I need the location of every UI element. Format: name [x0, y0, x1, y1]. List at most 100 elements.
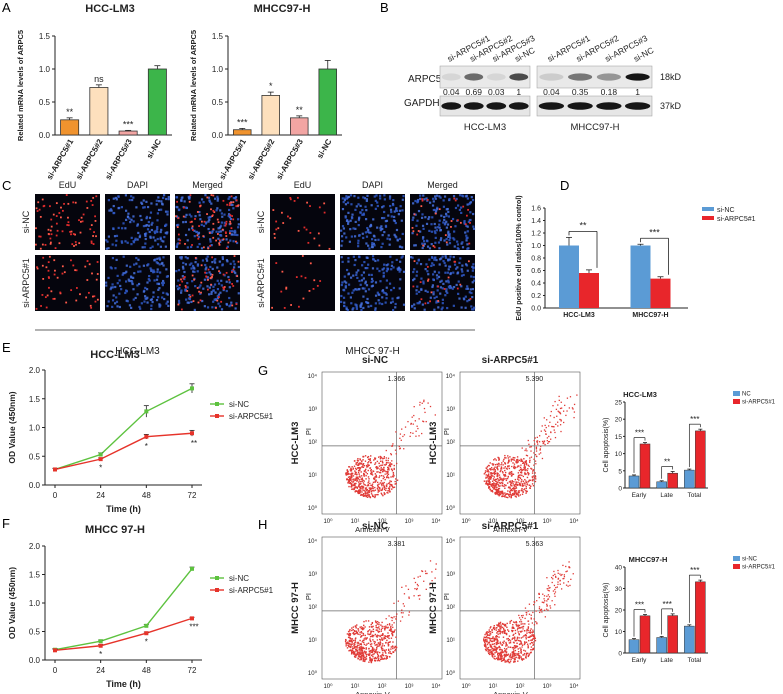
edu-nucleus-dot [361, 287, 364, 290]
edu-nucleus-dot [197, 231, 201, 234]
edu-positive-dot [207, 247, 210, 250]
edu-positive-dot [50, 290, 53, 293]
edu-nucleus-dot [182, 221, 185, 224]
flow-event-dot [373, 649, 375, 652]
flow-event-dot [385, 649, 387, 651]
flow-event-dot [369, 639, 371, 642]
edu-nucleus-dot [362, 212, 365, 215]
flow-event-dot [384, 627, 386, 630]
flow-event-dot [526, 628, 528, 631]
wb-quant-value: 0.69 [465, 87, 482, 97]
edu-nucleus-dot [345, 195, 348, 198]
flow-event-dot [526, 450, 528, 452]
edu-nucleus-dot [157, 288, 160, 291]
flow-y-tick-label: 10³ [446, 572, 455, 578]
flow-event-dot [500, 463, 502, 466]
edu-positive-dot [36, 210, 39, 212]
edu-nucleus-dot [435, 301, 438, 304]
flow-event-dot [490, 472, 492, 474]
flow-event-dot [522, 469, 525, 471]
chart-e-legend-label: si-NC [229, 400, 249, 409]
flow-event-dot [369, 643, 372, 646]
edu-nucleus-dot [166, 231, 169, 234]
edu-nucleus-dot [175, 270, 178, 273]
flow-event-dot [540, 452, 542, 454]
edu-nucleus-dot [219, 225, 222, 229]
edu-nucleus-dot [426, 240, 429, 243]
flow-event-dot [540, 608, 543, 611]
edu-nucleus-dot [436, 226, 440, 229]
flow-event-dot [513, 492, 516, 494]
edu-nucleus-dot [212, 285, 215, 288]
flow-event-dot [364, 469, 366, 472]
flow-event-dot [345, 642, 348, 644]
flow-event-dot [356, 644, 359, 646]
edu-nucleus-dot [415, 224, 418, 227]
flow-event-dot [518, 617, 521, 619]
flow-event-dot [559, 413, 562, 415]
flow-event-dot [513, 467, 515, 469]
edu-nucleus-dot [188, 294, 191, 297]
panel-f: MHCC 97-HOD Value (450nm)Time (h)0.00.51… [7, 524, 274, 689]
flow-event-dot [520, 460, 522, 462]
flow-event-dot [516, 458, 518, 461]
edu-positive-dot [218, 243, 221, 246]
edu-nucleus-dot [374, 294, 378, 297]
edu-nucleus-dot [447, 210, 450, 214]
edu-nucleus-dot [453, 230, 456, 233]
edu-nucleus-dot [196, 264, 199, 267]
flow-event-dot [549, 421, 551, 423]
flow-event-dot [489, 631, 492, 633]
chart-e-point [53, 467, 57, 472]
edu-nucleus-dot [376, 226, 379, 229]
flow-event-dot [370, 643, 373, 645]
flow-event-dot [391, 484, 393, 486]
flow-event-dot [534, 460, 537, 462]
edu-nucleus-dot [124, 271, 127, 275]
panel-letter-g: G [258, 363, 268, 378]
edu-nucleus-dot [433, 270, 436, 273]
edu-positive-dot [218, 242, 221, 245]
wb-arpc5-band [625, 73, 650, 81]
edu-nucleus-dot [445, 220, 448, 223]
edu-nucleus-dot [234, 233, 237, 236]
edu-positive-dot [191, 274, 194, 277]
flow-event-dot [515, 466, 517, 469]
flow-event-dot [349, 643, 352, 645]
flow-event-dot [494, 478, 497, 481]
flow-event-dot [375, 626, 377, 629]
flow-event-dot [533, 634, 535, 636]
flow-event-dot [364, 484, 367, 486]
flow-event-dot [389, 650, 391, 653]
flow-event-dot [517, 651, 520, 653]
edu-nucleus-dot [187, 301, 190, 304]
flow-event-dot [391, 624, 393, 626]
edu-nucleus-dot [471, 198, 475, 202]
edu-positive-dot [91, 272, 93, 275]
edu-nucleus-dot [422, 282, 425, 285]
flow-event-dot [509, 491, 511, 494]
flow-event-dot [361, 646, 363, 648]
flow-event-dot [521, 646, 523, 648]
edu-nucleus-dot [176, 285, 179, 288]
flow-event-dot [489, 643, 491, 646]
flow-event-dot [529, 629, 531, 632]
flow-event-dot [498, 636, 500, 638]
flow-event-dot [530, 614, 532, 616]
edu-nucleus-dot [137, 231, 140, 235]
edu-nucleus-dot [132, 241, 136, 244]
edu-nucleus-dot [122, 222, 125, 225]
flow-event-dot [525, 463, 528, 465]
flow-event-dot [371, 483, 374, 485]
flow-event-dot [483, 640, 485, 642]
edu-nucleus-dot [118, 292, 121, 295]
edu-nucleus-dot [446, 271, 450, 274]
edu-nucleus-dot [232, 233, 235, 236]
flow-event-dot [391, 444, 393, 447]
flow-event-dot [392, 471, 395, 474]
flow-event-dot [503, 657, 505, 660]
flow-event-dot [392, 631, 394, 634]
edu-nucleus-dot [125, 290, 128, 293]
flow-event-dot [502, 491, 504, 494]
flow-event-dot [381, 637, 383, 639]
